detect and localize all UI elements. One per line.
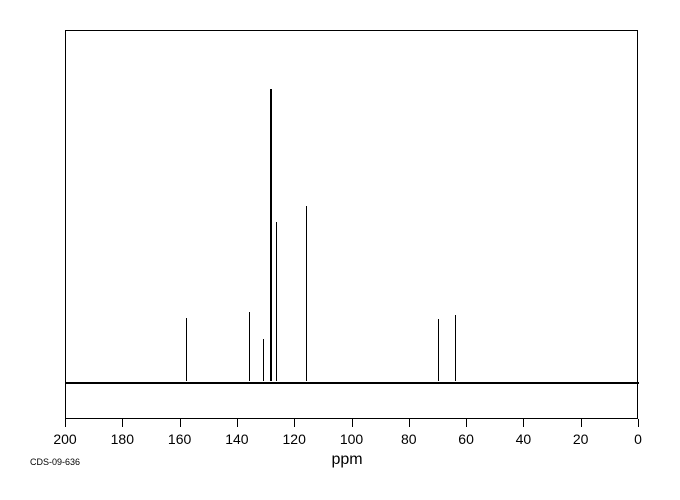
x-tick-label: 80 xyxy=(401,431,417,447)
x-tick xyxy=(466,419,467,427)
peak xyxy=(249,312,251,381)
x-tick xyxy=(237,419,238,427)
x-tick-label: 160 xyxy=(168,431,191,447)
x-tick-label: 20 xyxy=(573,431,589,447)
x-tick-label: 100 xyxy=(340,431,363,447)
x-tick xyxy=(294,419,295,427)
peak xyxy=(270,89,272,381)
x-tick xyxy=(352,419,353,427)
chart-container: ppm CDS-09-636 2001801601401201008060402… xyxy=(0,0,680,500)
x-tick-label: 60 xyxy=(458,431,474,447)
x-tick xyxy=(122,419,123,427)
x-tick xyxy=(581,419,582,427)
x-tick xyxy=(523,419,524,427)
corner-label: CDS-09-636 xyxy=(30,457,80,467)
x-tick-label: 200 xyxy=(53,431,76,447)
x-axis-label: ppm xyxy=(332,451,363,469)
plot-area xyxy=(65,30,638,419)
baseline xyxy=(66,382,639,384)
x-tick-label: 40 xyxy=(516,431,532,447)
x-tick-label: 120 xyxy=(283,431,306,447)
x-tick xyxy=(65,419,66,427)
x-tick-label: 0 xyxy=(634,431,642,447)
peak xyxy=(306,206,308,381)
peak xyxy=(186,318,188,381)
x-tick xyxy=(638,419,639,427)
x-tick-label: 180 xyxy=(111,431,134,447)
x-tick xyxy=(180,419,181,427)
peak xyxy=(438,319,440,381)
peak xyxy=(263,339,265,381)
peak xyxy=(455,315,457,381)
x-tick xyxy=(409,419,410,427)
x-tick-label: 140 xyxy=(225,431,248,447)
peak xyxy=(276,222,278,381)
